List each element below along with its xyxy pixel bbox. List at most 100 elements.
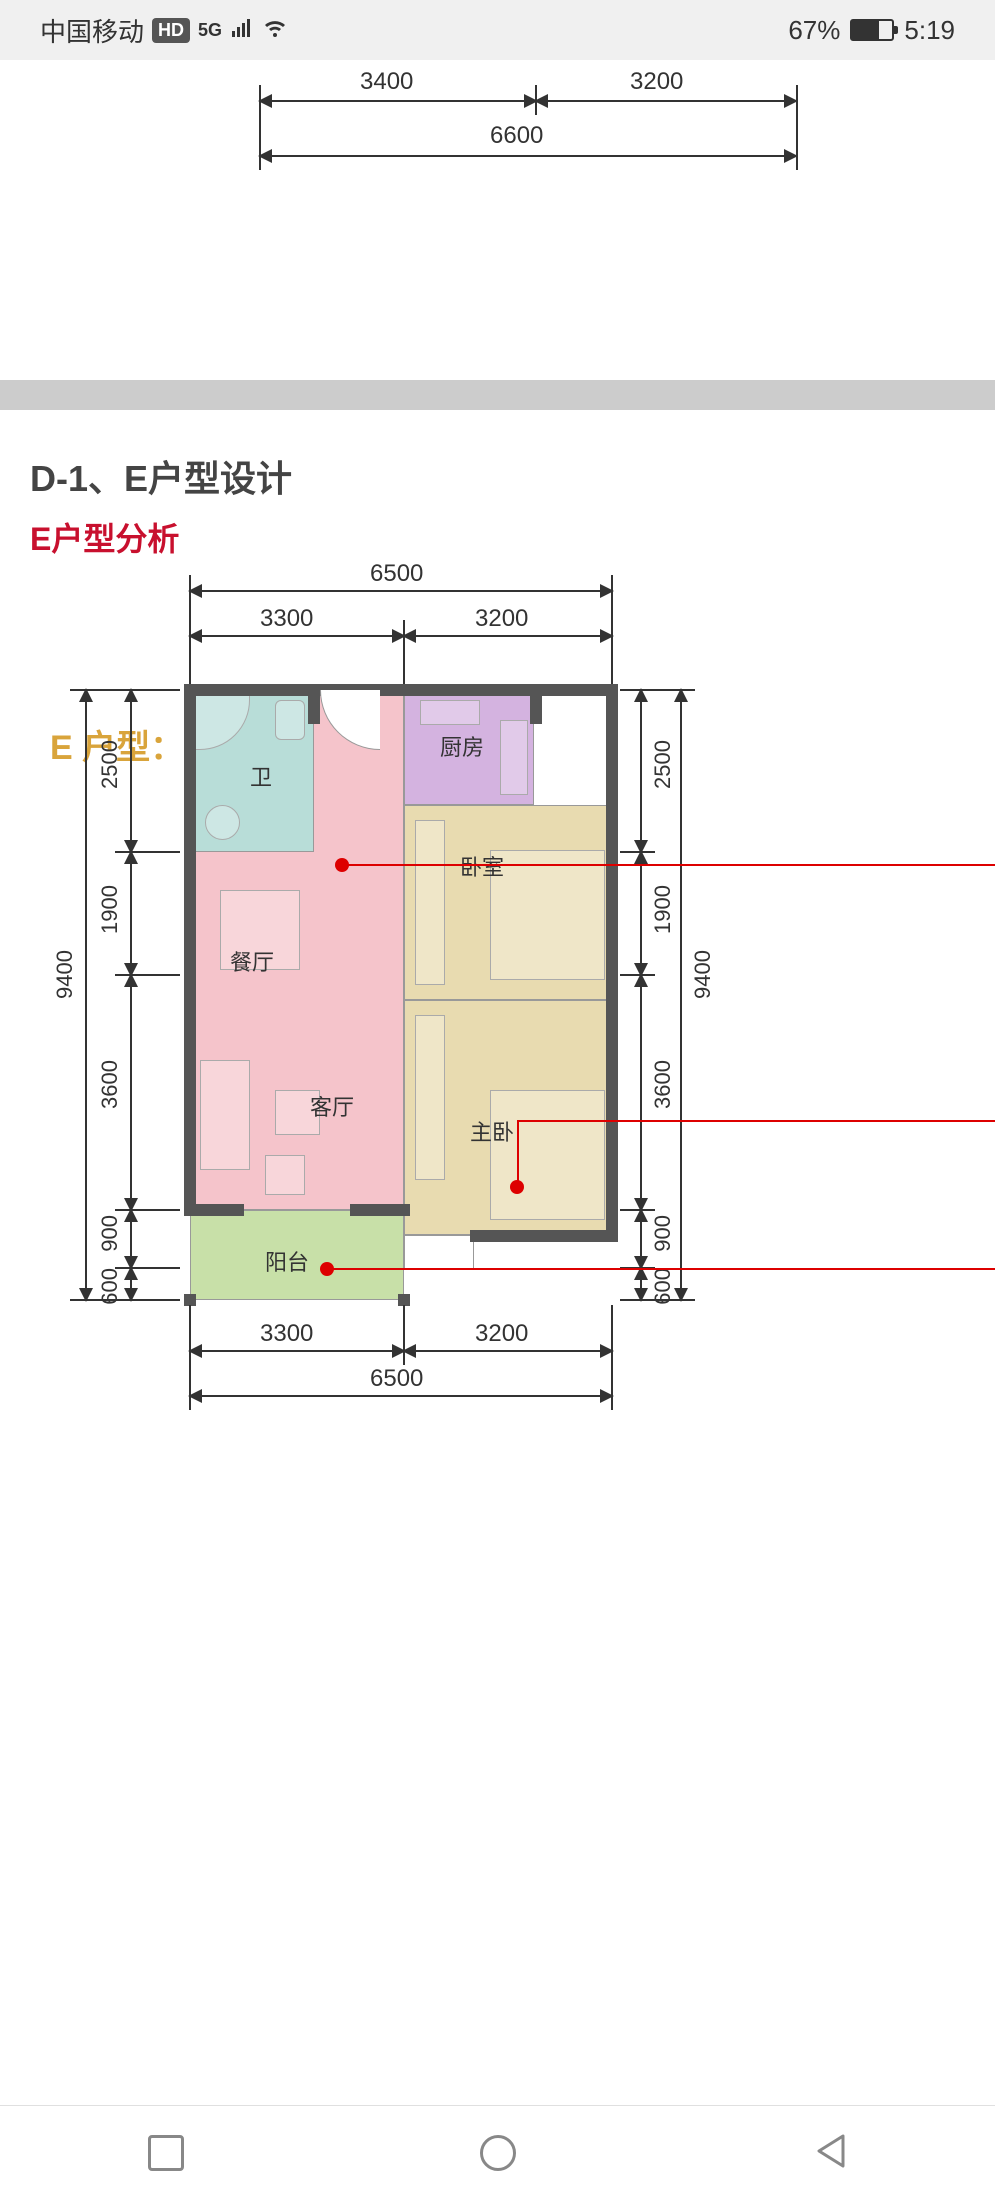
bed-icon [490,850,605,980]
dim-line [640,690,642,852]
label-dining: 餐厅 [230,945,274,977]
floor-plan-wrapper: 6500 3300 3200 9400 2500 1900 3600 900 6… [0,560,995,1910]
label-master: 主卧 [470,1115,514,1147]
dim-line [640,1268,642,1300]
nav-back-button[interactable] [813,2132,847,2175]
dim-line [190,590,612,592]
wifi-icon [262,15,288,46]
callout-line [327,1268,995,1270]
dim-tick [620,689,695,691]
toilet-icon [275,700,305,740]
dim-bot-total: 6500 [370,1365,423,1393]
dim-line [640,1210,642,1268]
dim-tick [189,575,191,685]
dim-line [130,852,132,975]
dim-tick [620,1299,695,1301]
floor-plan: 卫 厨房 卧室 餐厅 客厅 主卧 阳台 [190,690,612,1300]
door-area [404,1235,474,1270]
nav-home-button[interactable] [480,2135,516,2171]
dim-top-total: 6500 [370,560,423,588]
callout-line [342,864,995,866]
dim-tick [403,1305,405,1365]
stove-icon [420,700,480,725]
wardrobe-icon [415,1015,445,1180]
label-kitchen: 厨房 [440,730,484,762]
dim-tick [620,1209,655,1211]
dim-r3: 3600 [650,1060,676,1109]
dim-line [190,1350,404,1352]
dim-l1: 2500 [97,740,123,789]
wall [606,684,618,1241]
dim-l4: 900 [97,1215,123,1252]
dim-r2: 1900 [650,885,676,934]
bed-icon [490,1090,605,1220]
dim-tick [115,1209,180,1211]
dim-tick [611,575,613,685]
dim-6600: 6600 [490,122,543,150]
title-main: D-1、E户型设计 [30,450,965,502]
top-dimensions: 3400 3200 6600 [0,60,995,230]
dim-tick [259,85,261,170]
dim-tick [796,85,798,170]
dim-tick [620,974,655,976]
time-label: 5:19 [904,15,955,46]
wall [184,1204,244,1216]
wall [184,684,196,1216]
wardrobe-icon [415,820,445,985]
dim-tick [620,851,655,853]
dim-top-seg1: 3300 [260,605,313,633]
dim-tick [611,1305,613,1410]
wall [350,1204,410,1216]
dim-tick [115,1267,180,1269]
dim-right-total: 9400 [690,950,716,999]
battery-icon [850,19,894,41]
dim-line [190,1395,612,1397]
carrier-label: 中国移动 [40,12,144,49]
counter-icon [500,720,528,795]
dim-line [680,690,682,1300]
dim-line [130,1268,132,1300]
dim-line [404,635,612,637]
dim-r1: 2500 [650,740,676,789]
status-left: 中国移动 HD 5G [40,12,288,49]
dim-line [190,635,404,637]
status-right: 67% 5:19 [788,15,955,46]
dim-top-seg2: 3200 [475,605,528,633]
label-balcony: 阳台 [265,1245,309,1277]
callout-line [517,1120,519,1186]
dim-3200: 3200 [630,68,683,96]
divider [0,380,995,410]
dim-l3: 3600 [97,1060,123,1109]
label-bed: 卧室 [460,850,504,882]
dim-line [130,975,132,1210]
label-bath: 卫 [250,760,272,792]
wall [530,684,542,724]
titles: D-1、E户型设计 E户型分析 [0,410,995,560]
network-label: 5G [198,20,222,41]
wall [184,684,618,696]
dim-line [130,690,132,852]
dim-tick [403,620,405,685]
dim-left-total: 9400 [52,950,78,999]
label-living: 客厅 [310,1090,354,1122]
dim-tick [535,85,537,115]
dim-tick [189,1305,191,1410]
sofa-icon [200,1060,250,1170]
hd-badge: HD [152,18,190,43]
wall [308,684,320,724]
dim-line [404,1350,612,1352]
signal-icon [230,15,254,46]
dim-tick [115,851,180,853]
battery-pct: 67% [788,15,840,46]
sink-icon [205,805,240,840]
dim-line [260,100,536,102]
dim-l2: 1900 [97,885,123,934]
wall [470,1230,618,1242]
nav-bar [0,2105,995,2200]
dim-tick [70,689,180,691]
dim-line [536,100,796,102]
nav-recent-button[interactable] [148,2135,184,2171]
chair-icon [265,1155,305,1195]
dim-line [130,1210,132,1268]
dim-line [85,690,87,1300]
